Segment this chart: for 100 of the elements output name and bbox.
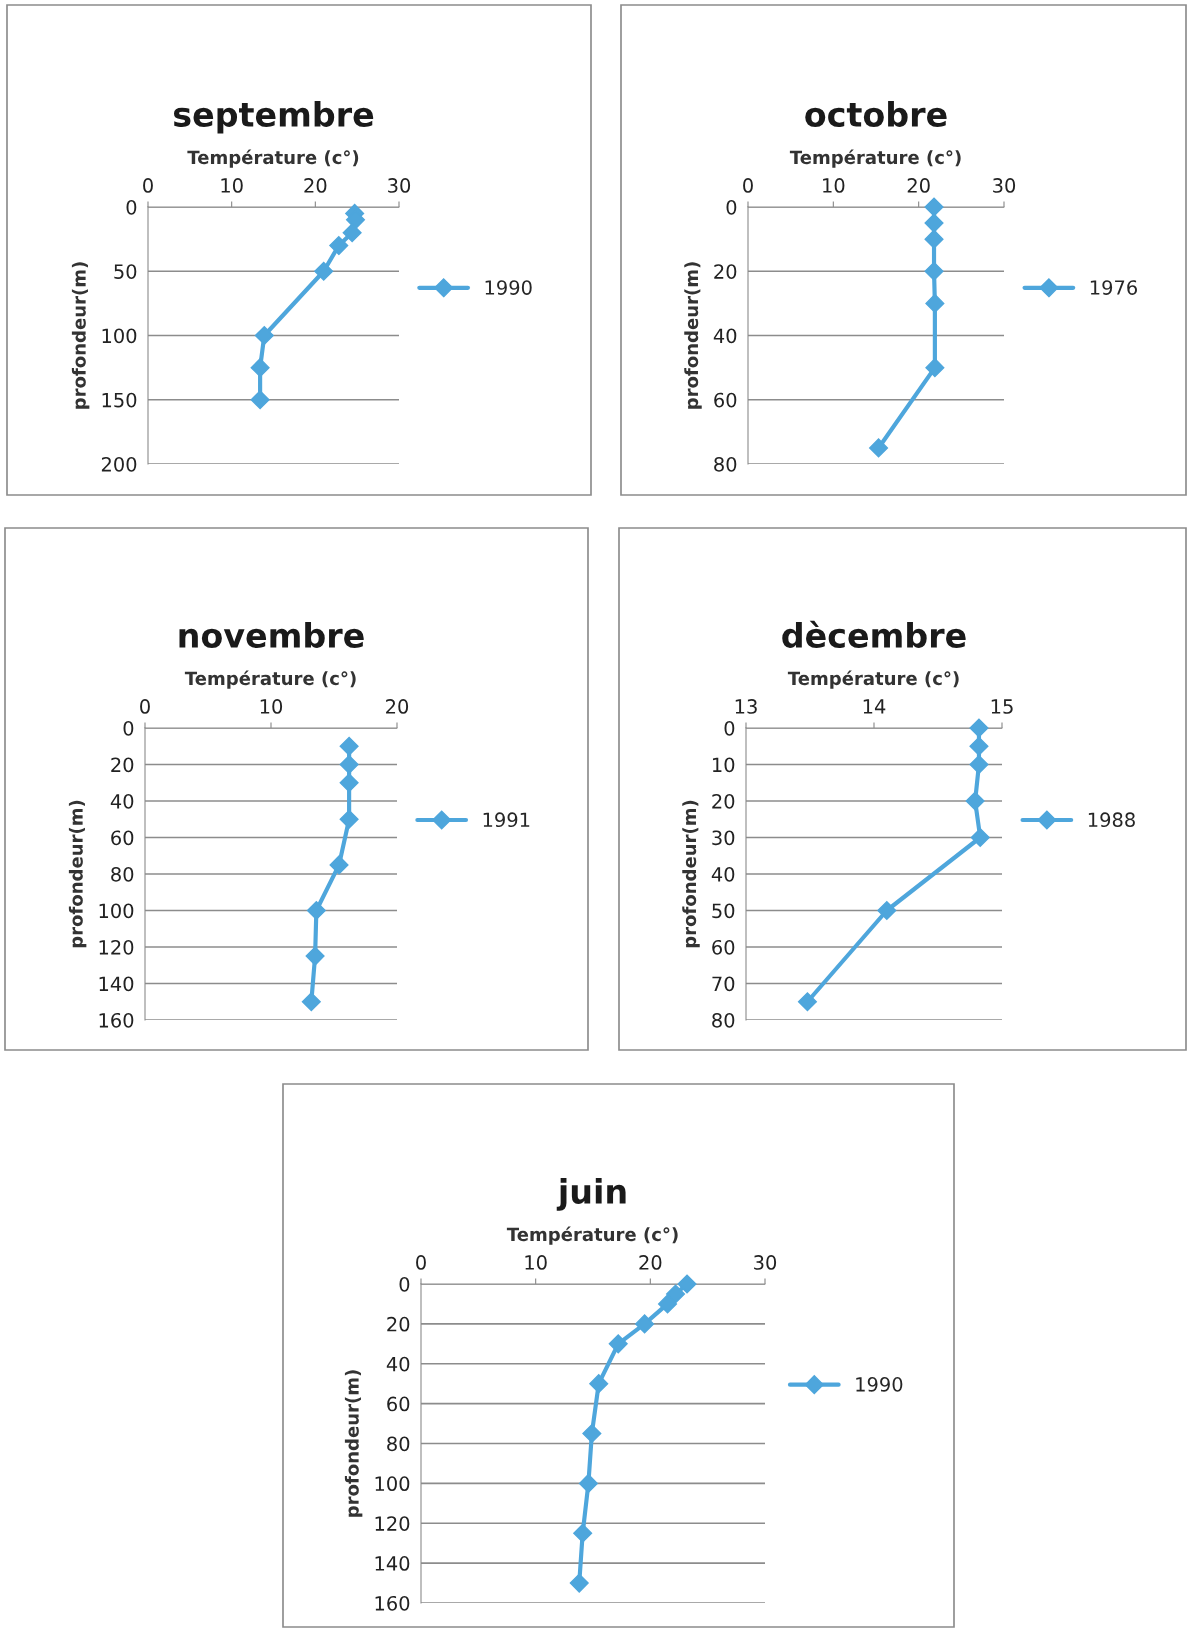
y-tick-label: 60 <box>712 939 735 955</box>
x-tick-label: 30 <box>993 178 1016 193</box>
y-tick-label: 100 <box>375 1476 410 1492</box>
x-tick-label: 10 <box>260 699 283 714</box>
y-axis-title: profondeur(m) <box>682 800 700 948</box>
point <box>305 946 325 966</box>
x-tick-label: 10 <box>823 178 845 193</box>
y-tick-label: 80 <box>714 456 737 472</box>
chart-title: juin <box>556 1178 626 1211</box>
y-tick-label: 140 <box>99 976 134 992</box>
chart-title: octobre <box>805 101 947 127</box>
y-tick-label: 60 <box>714 392 737 408</box>
y-tick-label: 20 <box>387 1316 410 1332</box>
y-tick-label: 160 <box>99 1012 134 1028</box>
point <box>573 1523 593 1543</box>
x-tick-label: 13 <box>735 699 757 714</box>
x-tick-label: 10 <box>221 178 243 193</box>
x-axis-title: Température (c°) <box>789 149 961 168</box>
point <box>924 197 944 217</box>
y-tick-label: 120 <box>375 1516 410 1531</box>
point <box>250 358 270 378</box>
y-tick-label: 20 <box>712 793 735 809</box>
x-tick-label: 20 <box>304 178 327 193</box>
y-axis-title: profondeur(m) <box>684 262 702 409</box>
y-tick-label: 60 <box>387 1396 410 1412</box>
legend-label: 1976 <box>1090 280 1138 295</box>
y-tick-label: 100 <box>102 328 137 344</box>
y-tick-label: 50 <box>712 903 735 919</box>
y-tick-label: 0 <box>123 720 134 736</box>
legend-label: 1990 <box>485 280 532 295</box>
point <box>254 325 274 346</box>
y-tick-label: 80 <box>712 1012 735 1028</box>
point <box>969 736 989 756</box>
y-tick-label: 20 <box>714 264 737 279</box>
x-axis-title: Température (c°) <box>787 670 959 689</box>
chart-title: dècembre <box>782 620 966 648</box>
y-tick-label: 60 <box>111 830 134 846</box>
point <box>250 390 270 410</box>
y-tick-label: 0 <box>724 720 735 736</box>
y-tick-label: 140 <box>375 1556 410 1571</box>
point <box>339 754 359 775</box>
point <box>339 736 359 756</box>
point <box>969 718 989 738</box>
point <box>306 900 326 921</box>
y-tick-label: 40 <box>711 866 735 882</box>
x-tick-label: 30 <box>754 1255 777 1270</box>
chart-title: novembre <box>179 622 364 648</box>
point <box>869 438 889 458</box>
point <box>339 773 359 793</box>
x-tick-label: 0 <box>140 699 150 714</box>
x-tick-label: 20 <box>639 1255 662 1270</box>
chart-title: septembre <box>173 101 374 134</box>
x-tick-label: 10 <box>525 1255 547 1270</box>
y-tick-label: 0 <box>399 1276 410 1292</box>
point <box>924 261 944 281</box>
point <box>965 791 985 811</box>
point <box>677 1274 697 1294</box>
y-tick-label: 50 <box>114 264 137 279</box>
y-tick-label: 200 <box>101 456 137 472</box>
point <box>969 754 989 775</box>
y-tick-label: 40 <box>110 793 134 809</box>
y-tick-label: 30 <box>712 830 735 846</box>
y-tick-label: 40 <box>713 328 737 344</box>
point <box>329 236 349 256</box>
y-tick-label: 150 <box>102 392 137 408</box>
point <box>970 827 990 848</box>
x-tick-label: 0 <box>743 178 753 193</box>
x-tick-label: 15 <box>991 699 1013 714</box>
point <box>314 261 334 281</box>
point <box>797 992 817 1012</box>
legend-label: 1990 <box>856 1377 903 1392</box>
point <box>666 1284 686 1304</box>
y-tick-label: 70 <box>712 976 735 992</box>
y-tick-label: 20 <box>111 757 134 773</box>
x-tick-label: 20 <box>907 178 930 193</box>
y-tick-label: 10 <box>712 757 735 773</box>
x-tick-label: 0 <box>416 1255 426 1270</box>
point <box>877 900 897 921</box>
x-tick-label: 14 <box>863 699 886 714</box>
y-tick-label: 120 <box>99 939 134 955</box>
point <box>924 229 944 249</box>
point <box>657 1294 678 1314</box>
x-axis-title: Température (c°) <box>184 670 356 689</box>
x-axis-title: Température (c°) <box>187 149 359 168</box>
point <box>924 213 944 233</box>
y-tick-label: 80 <box>387 1436 410 1452</box>
point <box>569 1573 589 1593</box>
y-axis-title: profondeur(m) <box>71 262 90 409</box>
point <box>589 1374 609 1394</box>
legend-label: 1988 <box>1088 812 1135 828</box>
x-tick-label: 0 <box>143 178 153 193</box>
y-tick-label: 40 <box>386 1356 410 1372</box>
y-tick-label: 0 <box>726 199 737 215</box>
point <box>635 1314 655 1334</box>
y-tick-label: 160 <box>375 1595 410 1611</box>
y-axis-title: profondeur(m) <box>344 1370 363 1517</box>
y-axis-title: profondeur(m) <box>68 800 87 948</box>
point <box>578 1473 598 1493</box>
legend-label: 1991 <box>483 812 530 828</box>
point <box>339 809 359 829</box>
